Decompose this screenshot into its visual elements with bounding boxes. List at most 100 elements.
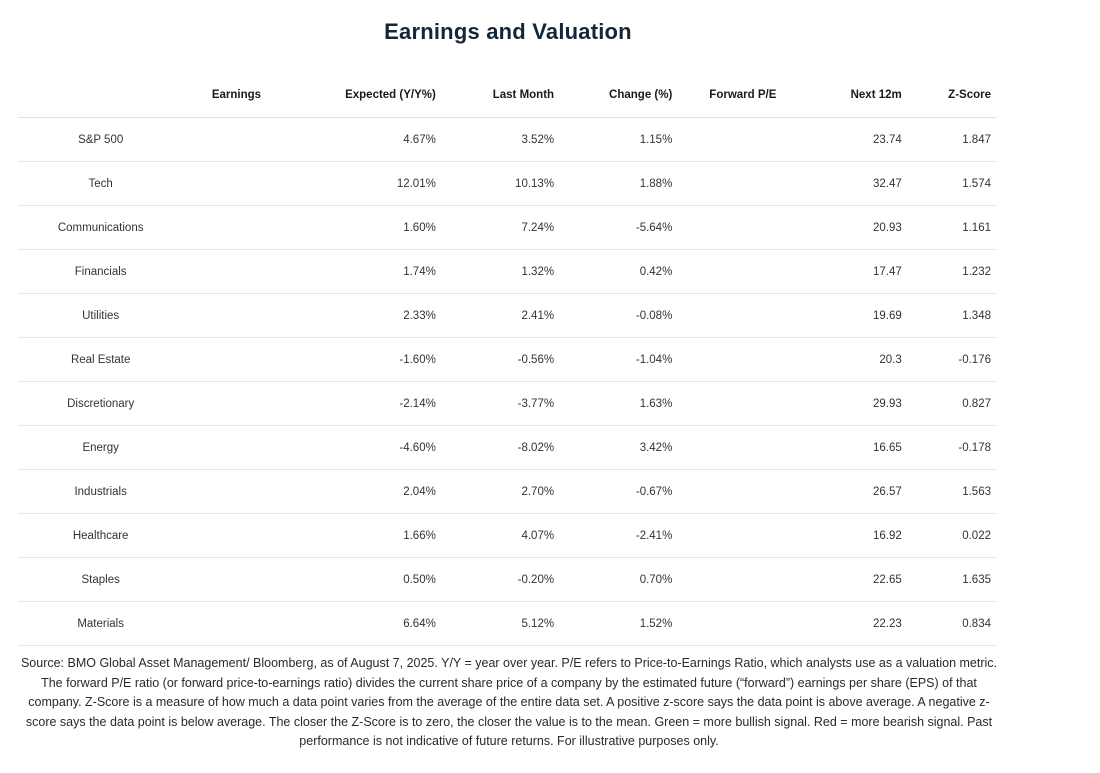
zscore-cell: 0.834 [901, 601, 997, 646]
empty-cell [183, 205, 290, 250]
empty-cell [672, 557, 777, 602]
zscore-cell: 1.847 [901, 117, 997, 162]
header-forward-pe: Forward P/E [672, 73, 777, 118]
next-12m-cell: 22.23 [776, 601, 902, 646]
page-title: Earnings and Valuation [384, 19, 632, 44]
expected-cell: 1.60% [289, 205, 436, 250]
table-row: Communications 1.60% 7.24% -5.64% 20.93 … [18, 205, 997, 250]
expected-cell: -4.60% [289, 425, 436, 470]
table-row: Materials 6.64% 5.12% 1.52% 22.23 0.834 [18, 601, 997, 646]
next-12m-cell: 20.93 [776, 205, 902, 250]
change-cell: 3.42% [554, 425, 673, 470]
sector-cell: Healthcare [18, 513, 184, 558]
sector-cell: Communications [18, 205, 184, 250]
table-row: Staples 0.50% -0.20% 0.70% 22.65 1.635 [18, 557, 997, 602]
empty-cell [672, 337, 777, 382]
zscore-cell: -0.178 [901, 425, 997, 470]
empty-cell [183, 161, 290, 206]
last-month-cell: 4.07% [435, 513, 555, 558]
change-cell: -2.41% [554, 513, 673, 558]
next-12m-cell: 17.47 [776, 249, 902, 294]
change-cell: -0.67% [554, 469, 673, 514]
next-12m-cell: 29.93 [776, 381, 902, 426]
empty-cell [183, 425, 290, 470]
empty-cell [672, 513, 777, 558]
empty-cell [183, 601, 290, 646]
zscore-cell: 1.635 [901, 557, 997, 602]
table-row: Real Estate -1.60% -0.56% -1.04% 20.3 -0… [18, 337, 997, 382]
last-month-cell: -0.20% [435, 557, 555, 602]
header-change: Change (%) [554, 73, 673, 118]
last-month-cell: -8.02% [435, 425, 555, 470]
next-12m-cell: 19.69 [776, 293, 902, 338]
empty-cell [183, 337, 290, 382]
change-cell: 1.15% [554, 117, 673, 162]
table-row: Healthcare 1.66% 4.07% -2.41% 16.92 0.02… [18, 513, 997, 558]
next-12m-cell: 16.92 [776, 513, 902, 558]
last-month-cell: -3.77% [435, 381, 555, 426]
next-12m-cell: 23.74 [776, 117, 902, 162]
empty-cell [672, 117, 777, 162]
sector-cell: Materials [18, 601, 184, 646]
zscore-cell: 1.161 [901, 205, 997, 250]
sector-cell: Financials [18, 249, 184, 294]
empty-cell [672, 381, 777, 426]
empty-cell [183, 117, 290, 162]
header-next-12m: Next 12m [776, 73, 902, 118]
sector-cell: Utilities [18, 293, 184, 338]
last-month-cell: -0.56% [435, 337, 555, 382]
last-month-cell: 2.70% [435, 469, 555, 514]
table-row: Financials 1.74% 1.32% 0.42% 17.47 1.232 [18, 249, 997, 294]
zscore-cell: 0.827 [901, 381, 997, 426]
change-cell: -1.04% [554, 337, 673, 382]
empty-cell [183, 293, 290, 338]
empty-cell [672, 469, 777, 514]
last-month-cell: 2.41% [435, 293, 555, 338]
sector-cell: S&P 500 [18, 117, 184, 162]
table-row: S&P 500 4.67% 3.52% 1.15% 23.74 1.847 [18, 117, 997, 162]
zscore-cell: 0.022 [901, 513, 997, 558]
change-cell: 0.42% [554, 249, 673, 294]
zscore-cell: -0.176 [901, 337, 997, 382]
expected-cell: -2.14% [289, 381, 436, 426]
next-12m-cell: 32.47 [776, 161, 902, 206]
table-row: Utilities 2.33% 2.41% -0.08% 19.69 1.348 [18, 293, 997, 338]
empty-cell [672, 293, 777, 338]
header-expected: Expected (Y/Y%) [289, 73, 436, 118]
empty-cell [672, 249, 777, 294]
header-earnings: Earnings [183, 73, 290, 118]
zscore-cell: 1.563 [901, 469, 997, 514]
header-cell-blank [18, 73, 184, 118]
expected-cell: 2.33% [289, 293, 436, 338]
zscore-cell: 1.574 [901, 161, 997, 206]
sector-cell: Discretionary [18, 381, 184, 426]
next-12m-cell: 22.65 [776, 557, 902, 602]
source-footnote: Source: BMO Global Asset Management/ Blo… [20, 656, 998, 748]
sector-cell: Industrials [18, 469, 184, 514]
change-cell: 1.88% [554, 161, 673, 206]
next-12m-cell: 26.57 [776, 469, 902, 514]
zscore-cell: 1.348 [901, 293, 997, 338]
table-row: Tech 12.01% 10.13% 1.88% 32.47 1.574 [18, 161, 997, 206]
last-month-cell: 3.52% [435, 117, 555, 162]
change-cell: -0.08% [554, 293, 673, 338]
empty-cell [183, 513, 290, 558]
sector-cell: Real Estate [18, 337, 184, 382]
expected-cell: 2.04% [289, 469, 436, 514]
sector-cell: Energy [18, 425, 184, 470]
expected-cell: 1.74% [289, 249, 436, 294]
empty-cell [183, 557, 290, 602]
expected-cell: 4.67% [289, 117, 436, 162]
change-cell: 1.63% [554, 381, 673, 426]
expected-cell: 6.64% [289, 601, 436, 646]
expected-cell: -1.60% [289, 337, 436, 382]
expected-cell: 1.66% [289, 513, 436, 558]
expected-cell: 0.50% [289, 557, 436, 602]
empty-cell [672, 161, 777, 206]
empty-cell [183, 381, 290, 426]
header-row: Earnings Expected (Y/Y%) Last Month Chan… [18, 73, 997, 118]
last-month-cell: 5.12% [435, 601, 555, 646]
earnings-valuation-table: Earnings Expected (Y/Y%) Last Month Chan… [18, 73, 997, 646]
empty-cell [183, 249, 290, 294]
header-last-month: Last Month [435, 73, 555, 118]
